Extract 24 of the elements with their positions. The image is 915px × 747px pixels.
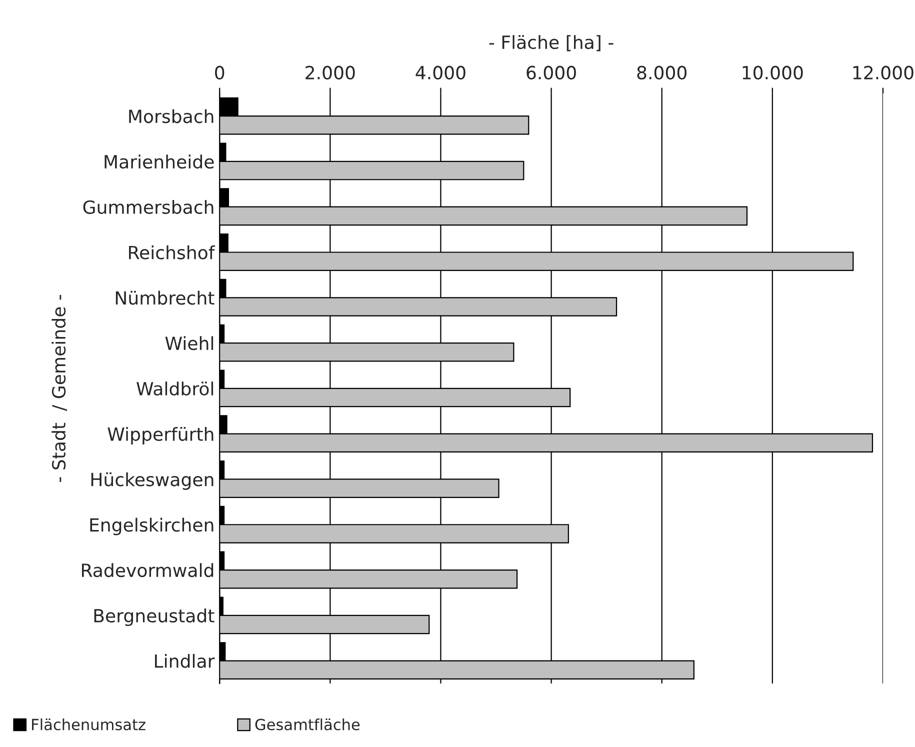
y-tick-label: Wiehl [165, 336, 214, 350]
y-tick-label: Morsbach [129, 109, 214, 124]
x-tick-label: 8.000 [637, 66, 686, 80]
x-tick-label: 4.000 [416, 66, 466, 80]
y-tick-label: Engelskirchen [90, 518, 214, 536]
x-tick-label: 0 [215, 66, 224, 80]
y-tick-label: Lindlar [155, 654, 215, 668]
y-tick-label: Marienheide [104, 154, 214, 169]
y-tick-label: Radevormwald [82, 563, 214, 578]
y-tick-label: Waldbröl [136, 382, 214, 396]
y-tick-label: Bergneustadt [94, 608, 214, 626]
y-tick-label: Wipperfürth [108, 426, 214, 444]
y-tick-label: Gummersbach [83, 200, 214, 214]
x-tick-label: 10.000 [742, 66, 803, 80]
y-tick-label: Reichshof [129, 245, 216, 260]
x-tick-label: 6.000 [526, 66, 576, 80]
y-tick-label: Hückeswagen [91, 472, 214, 490]
x-tick-label: 2.000 [306, 66, 355, 80]
y-tick-label: Nümbrecht [116, 290, 214, 305]
legend-label: Gesamtfläche [255, 718, 360, 730]
legend-label: Flächenumsatz [32, 718, 146, 730]
y-axis-title: - Stadt / Gemeinde - [52, 294, 68, 482]
x-axis-title: - Fläche [ha] - [489, 35, 614, 52]
x-tick-label: 12.000 [853, 66, 914, 80]
